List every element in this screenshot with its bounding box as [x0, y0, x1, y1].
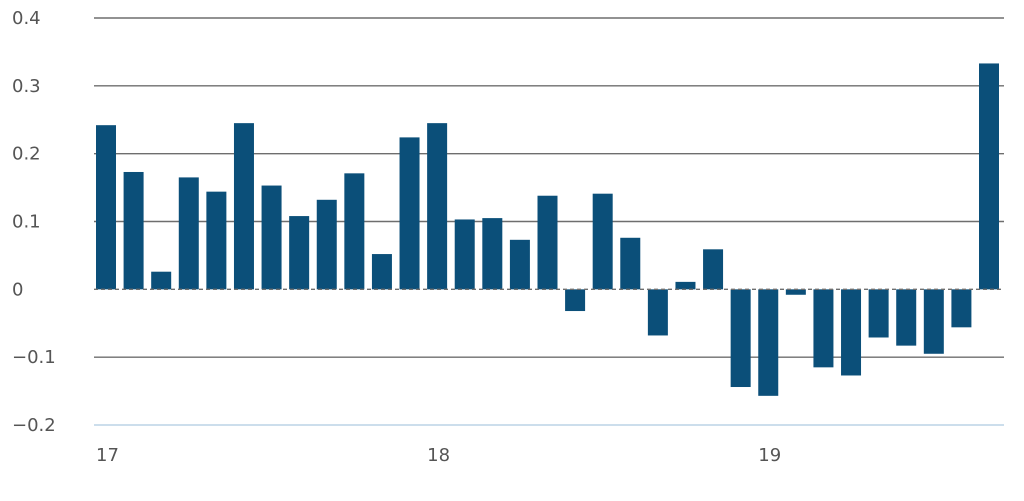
bar — [151, 271, 172, 290]
y-tick-label: 0.2 — [12, 144, 41, 165]
bar — [96, 125, 116, 290]
bar — [178, 177, 199, 290]
bar — [758, 289, 779, 396]
y-tick-label: −0.2 — [12, 415, 56, 436]
bar — [979, 63, 999, 290]
bar — [371, 254, 392, 290]
bar — [620, 237, 641, 290]
bar — [703, 249, 724, 290]
bar — [730, 289, 751, 388]
bar — [868, 289, 889, 338]
y-tick-label: 0.1 — [12, 212, 41, 233]
y-tick-label: 0.3 — [12, 76, 41, 97]
bar — [482, 218, 503, 290]
x-tick-label: 17 — [96, 445, 119, 466]
bar — [289, 216, 310, 290]
bars — [96, 63, 999, 396]
y-tick-label: 0.4 — [12, 8, 41, 29]
bar — [427, 123, 448, 290]
y-tick-label: 0 — [12, 279, 23, 300]
bar — [675, 281, 696, 290]
bar — [454, 219, 475, 290]
bar — [923, 289, 944, 354]
bar — [647, 289, 668, 336]
bar — [896, 289, 917, 346]
bar — [951, 289, 972, 328]
y-tick-label: −0.1 — [12, 347, 56, 368]
bar — [206, 191, 227, 290]
x-tick-label: 19 — [758, 445, 781, 466]
bar — [841, 289, 862, 376]
bar — [813, 289, 834, 368]
x-axis-labels: 17 18 19 — [96, 445, 781, 466]
bar — [123, 171, 144, 290]
bar — [344, 173, 365, 290]
x-tick-label: 18 — [427, 445, 450, 466]
bar — [537, 195, 558, 290]
bar — [592, 193, 613, 290]
bar — [565, 289, 586, 312]
bar — [399, 137, 420, 290]
bar — [261, 185, 282, 290]
bar — [316, 199, 337, 290]
bar — [785, 289, 806, 295]
bar — [509, 239, 530, 290]
bar — [233, 123, 254, 290]
y-axis-labels: 0.4 0.3 0.2 0.1 0 −0.1 −0.2 — [12, 8, 56, 436]
